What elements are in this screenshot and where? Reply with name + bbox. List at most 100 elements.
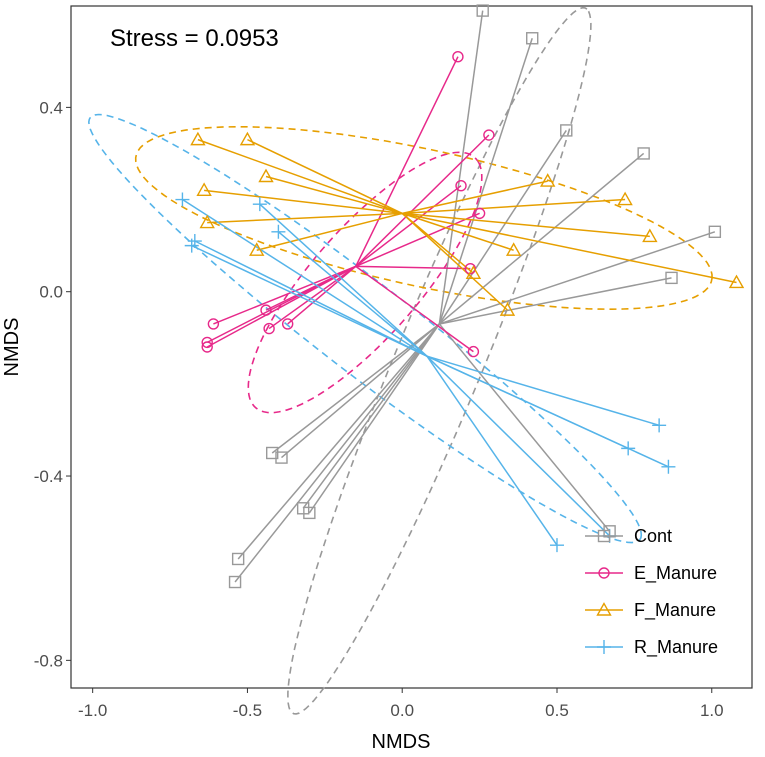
f-manure-segment — [401, 212, 514, 251]
f-manure-point — [196, 182, 212, 197]
f-manure-segment — [402, 180, 548, 215]
f-manure-point — [249, 242, 265, 256]
r-manure-segment — [182, 198, 428, 357]
e-manure-point — [473, 207, 486, 220]
x-tick-label: 1.0 — [700, 701, 724, 720]
cont-segment — [281, 323, 440, 459]
f-manure-segment — [197, 138, 403, 215]
e-manure-segment — [265, 265, 357, 311]
e-manure-point — [455, 180, 467, 192]
f-manure-segment — [256, 212, 403, 251]
cont-point — [303, 506, 316, 520]
legend-e-manure-label: E_Manure — [634, 563, 717, 584]
r-manure-point — [549, 538, 564, 553]
f-manure-point — [190, 131, 206, 146]
r-manure-ellipse — [87, 113, 643, 544]
e-manure-segment — [355, 185, 462, 267]
cont-segment — [302, 323, 440, 509]
f-manure-point — [465, 265, 482, 279]
ellipses-layer — [87, 6, 713, 715]
e-manure-segment — [206, 265, 357, 348]
r-manure-segment — [426, 355, 660, 427]
r-manure-point — [621, 441, 636, 456]
r-manure-segment — [194, 240, 428, 357]
f-manure-point — [505, 242, 522, 256]
f-manure-segment — [247, 138, 403, 215]
cont-point — [708, 225, 722, 238]
cont-point — [560, 124, 573, 137]
cont-segment — [438, 323, 611, 532]
legend: Cont E_Manure F_Manure R_Manure — [585, 526, 718, 658]
cont-segment — [234, 323, 440, 583]
r-manure-segment — [426, 355, 558, 546]
e-manure-segment — [355, 265, 474, 353]
cont-point — [275, 451, 288, 464]
y-tick-label: 0.4 — [39, 98, 63, 117]
stress-annotation: Stress = 0.0953 — [110, 25, 279, 52]
y-axis-title: NMDS — [1, 318, 23, 377]
cont-segment — [439, 277, 672, 325]
f-manure-segment — [402, 212, 737, 284]
cont-point — [228, 575, 242, 589]
e-manure-segment — [355, 56, 459, 267]
cont-segment — [438, 10, 484, 325]
e-manure-point — [281, 318, 294, 330]
r-manure-point — [252, 197, 267, 212]
legend-cont-marker — [597, 529, 611, 543]
legend-f-manure-marker — [596, 602, 612, 616]
cont-point — [637, 147, 650, 160]
cont-segment — [439, 231, 716, 325]
r-manure-segment — [191, 244, 428, 357]
cont-segment — [438, 38, 533, 325]
e-manure-point — [263, 322, 275, 335]
axes-layer: -1.0 -0.5 0.0 0.5 1.0 -0.8 -0.4 0.0 0.4 — [34, 98, 724, 720]
y-tick-label: 0.0 — [39, 283, 63, 302]
e-manure-point — [452, 50, 464, 63]
e-manure-point — [201, 341, 213, 353]
f-manure-point — [499, 302, 516, 316]
e-manure-point — [201, 336, 213, 349]
legend-e-manure-marker — [598, 567, 610, 579]
e-manure-segment — [355, 212, 480, 268]
e-manure-point — [467, 345, 480, 358]
f-manure-point — [199, 214, 215, 229]
f-manure-segment — [204, 189, 403, 215]
legend-r-manure-marker — [597, 640, 611, 654]
f-manure-segment — [402, 212, 650, 238]
spider-segments-layer — [182, 10, 737, 583]
x-tick-label: -0.5 — [233, 701, 262, 720]
cont-segment — [438, 152, 645, 325]
r-manure-point — [175, 192, 190, 207]
r-manure-segment — [426, 355, 611, 537]
legend-cont-label: Cont — [634, 526, 672, 546]
cont-point — [476, 4, 489, 17]
cont-point — [266, 446, 279, 460]
cont-point — [526, 32, 539, 45]
e-manure-segment — [287, 265, 357, 325]
x-tick-label: -1.0 — [78, 701, 107, 720]
f-manure-point — [239, 131, 256, 146]
f-manure-segment — [401, 212, 508, 311]
r-manure-point — [652, 418, 667, 433]
e-manure-point — [207, 318, 220, 330]
f-manure-segment — [207, 212, 403, 224]
x-tick-label: 0.5 — [545, 701, 569, 720]
f-manure-point — [617, 191, 633, 206]
r-manure-point — [184, 238, 199, 253]
r-manure-point — [271, 224, 286, 239]
legend-r-manure-label: R_Manure — [634, 637, 718, 658]
f-manure-point — [540, 173, 556, 187]
r-manure-point — [661, 459, 676, 474]
r-manure-segment — [259, 203, 428, 357]
x-axis-title: NMDS — [372, 731, 431, 753]
f-manure-point — [258, 168, 274, 183]
legend-f-manure-label: F_Manure — [634, 600, 716, 621]
y-tick-label: -0.8 — [34, 651, 63, 670]
e-manure-ellipse — [247, 151, 483, 414]
points-layer — [175, 4, 745, 589]
f-manure-segment — [401, 212, 474, 274]
e-manure-point — [483, 129, 495, 141]
cont-ellipse — [287, 6, 592, 715]
y-tick-label: -0.4 — [34, 467, 63, 486]
